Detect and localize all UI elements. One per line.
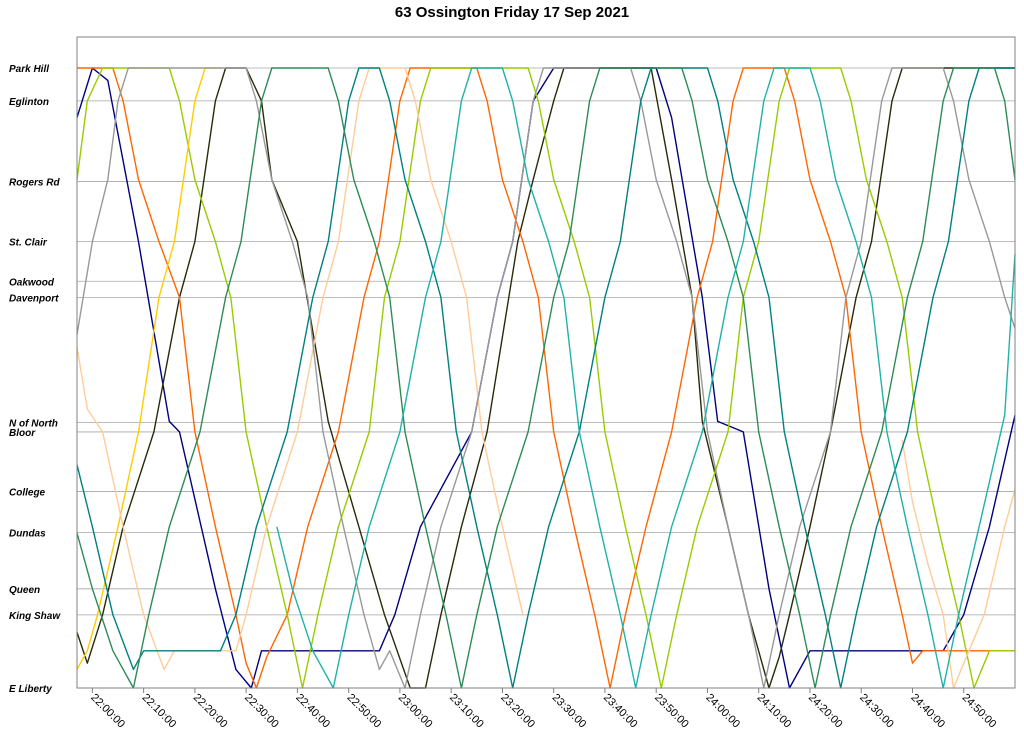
vehicle-trace-1 [76, 67, 1016, 689]
vehicle-trace-6 [76, 67, 524, 671]
stop-label: Rogers Rd [9, 177, 60, 188]
stop-label: Park Hill [9, 64, 49, 75]
stop-label: St. Clair [9, 238, 48, 249]
x-tick-label: 22:40:00 [293, 692, 332, 731]
vehicle-trace-3 [77, 67, 1015, 689]
stop-label: Davenport [9, 293, 59, 304]
vehicle-trace-2 [76, 67, 1015, 689]
x-tick-label: 23:40:00 [601, 692, 640, 731]
x-tick-label: 22:50:00 [345, 692, 384, 731]
x-tick-label: 23:20:00 [498, 692, 537, 731]
stop-label: Oakwood [9, 277, 55, 288]
stop-label: E Liberty [9, 684, 52, 695]
vehicle-trace-10 [76, 67, 1016, 689]
stop-label: N of North [9, 419, 58, 430]
chart-title: 63 Ossington Friday 17 Sep 2021 [394, 4, 630, 21]
time-axis: 22:00:00 22:10:00 22:20:00 22:30:00 22:40:00… [88, 688, 998, 730]
stop-label: Dundas [9, 528, 46, 539]
x-tick-label: 22:30:00 [242, 692, 281, 731]
stop-label: Queen [9, 585, 40, 596]
stop-gridlines [77, 67, 1015, 689]
x-tick-label: 22:10:00 [140, 692, 179, 731]
vehicle-trace-8 [76, 67, 1016, 689]
x-tick-label: 23:00:00 [396, 692, 435, 731]
series-lines [76, 67, 1016, 689]
stop-label: College [9, 487, 46, 498]
x-tick-label: 23:30:00 [550, 692, 589, 731]
x-tick-label: 22:20:00 [191, 692, 230, 731]
stop-label: King Shaw [9, 611, 61, 622]
x-tick-label: 24:50:00 [960, 692, 999, 731]
x-tick-label: 24:10:00 [755, 692, 794, 731]
plot-area-border [76, 36, 1016, 689]
x-tick-label: 22:00:00 [88, 692, 127, 731]
x-tick-label: 23:50:00 [652, 692, 691, 731]
x-tick-label: 24:40:00 [908, 692, 947, 731]
stop-labels: Park Hill Eglinton Rogers Rd St. Clair Oakwo… [9, 64, 61, 695]
stop-label: Bloor [9, 428, 36, 439]
x-tick-label: 23:10:00 [447, 692, 486, 731]
x-tick-label: 24:30:00 [857, 692, 896, 731]
vehicle-trace-5 [76, 67, 221, 670]
x-tick-label: 24:20:00 [806, 692, 845, 731]
vehicle-trace-4 [76, 67, 1015, 689]
vehicle-trace-11 [276, 67, 1016, 689]
vehicle-trace-9 [76, 67, 1015, 689]
stop-label: Eglinton [9, 97, 49, 108]
x-tick-label: 24:00:00 [703, 692, 742, 731]
